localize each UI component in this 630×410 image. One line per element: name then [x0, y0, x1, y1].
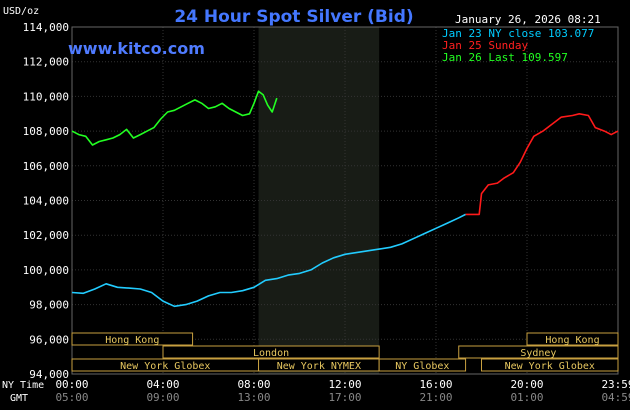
x-tick-label: 20:00	[510, 378, 543, 391]
session-box	[481, 358, 619, 372]
session-box	[71, 332, 194, 346]
session-box	[458, 345, 619, 359]
session-box	[378, 358, 467, 372]
y-tick-label: 100,000	[23, 264, 69, 277]
x-tick-label: 12:00	[328, 378, 361, 391]
y-tick-label: 112,000	[23, 56, 69, 69]
y-tick-label: 114,000	[23, 21, 69, 34]
legend-entry-last: Jan 26 Last 109.597	[442, 51, 568, 64]
session-label: Hong Kong	[545, 335, 599, 346]
x-tick-label: 08:00	[237, 378, 270, 391]
x-row-label-gmt: GMT	[10, 393, 28, 404]
session-box	[526, 332, 619, 346]
plot-border	[71, 26, 619, 375]
series-line	[71, 213, 466, 308]
watermark: www.kitco.com	[68, 39, 205, 58]
session-label: Hong Kong	[105, 335, 159, 346]
x-tick-label: 16:00	[419, 378, 452, 391]
session-boxes: Hong Kong London New York Globex New York N…	[71, 332, 619, 372]
grid	[71, 26, 619, 375]
gmt-tick-label: 17:00	[328, 391, 361, 404]
session-label: Sydney	[520, 348, 556, 359]
series-line	[465, 113, 619, 216]
y-tick-label: 110,000	[23, 90, 69, 103]
session-label: New York NYMEX	[277, 361, 361, 372]
price-lines	[71, 90, 619, 308]
x-axis-ticks: 00:00 04:00 08:00 12:00 16:00 20:00 23:59 05:00…	[55, 378, 630, 404]
y-tick-label: 94,000	[29, 368, 69, 381]
gmt-tick-label: 04:59	[601, 391, 630, 404]
x-row-label-ny-time: NY Time	[2, 380, 44, 391]
y-tick-label: 106,000	[23, 160, 69, 173]
session-label: New York Globex	[120, 361, 210, 372]
y-tick-label: 104,000	[23, 195, 69, 208]
x-tick-label: 23:59	[601, 378, 630, 391]
y-tick-label: 102,000	[23, 229, 69, 242]
session-label: NY Globex	[395, 361, 449, 372]
gmt-tick-label: 01:00	[510, 391, 543, 404]
timestamp: January 26, 2026 08:21	[455, 13, 601, 26]
x-tick-label: 00:00	[55, 378, 88, 391]
session-box	[162, 345, 380, 359]
unit-label: USD/oz	[3, 6, 39, 17]
y-tick-label: 108,000	[23, 125, 69, 138]
chart-title: 24 Hour Spot Silver (Bid)	[174, 7, 413, 27]
gmt-tick-label: 21:00	[419, 391, 452, 404]
gmt-tick-label: 13:00	[237, 391, 270, 404]
gmt-tick-label: 05:00	[55, 391, 88, 404]
y-tick-label: 98,000	[29, 299, 69, 312]
series-line	[71, 90, 278, 146]
legend-entry-sunday: Jan 25 Sunday	[442, 39, 528, 52]
session-label: New York Globex	[505, 361, 595, 372]
x-tick-label: 04:00	[146, 378, 179, 391]
y-axis-ticks: 114,000 112,000 110,000 108,000 106,000 104,0…	[23, 21, 69, 381]
y-tick-label: 96,000	[29, 333, 69, 346]
session-label: London	[253, 348, 289, 359]
gmt-tick-label: 09:00	[146, 391, 179, 404]
legend-entry-ny-close: Jan 23 NY close 103.077	[442, 27, 594, 40]
